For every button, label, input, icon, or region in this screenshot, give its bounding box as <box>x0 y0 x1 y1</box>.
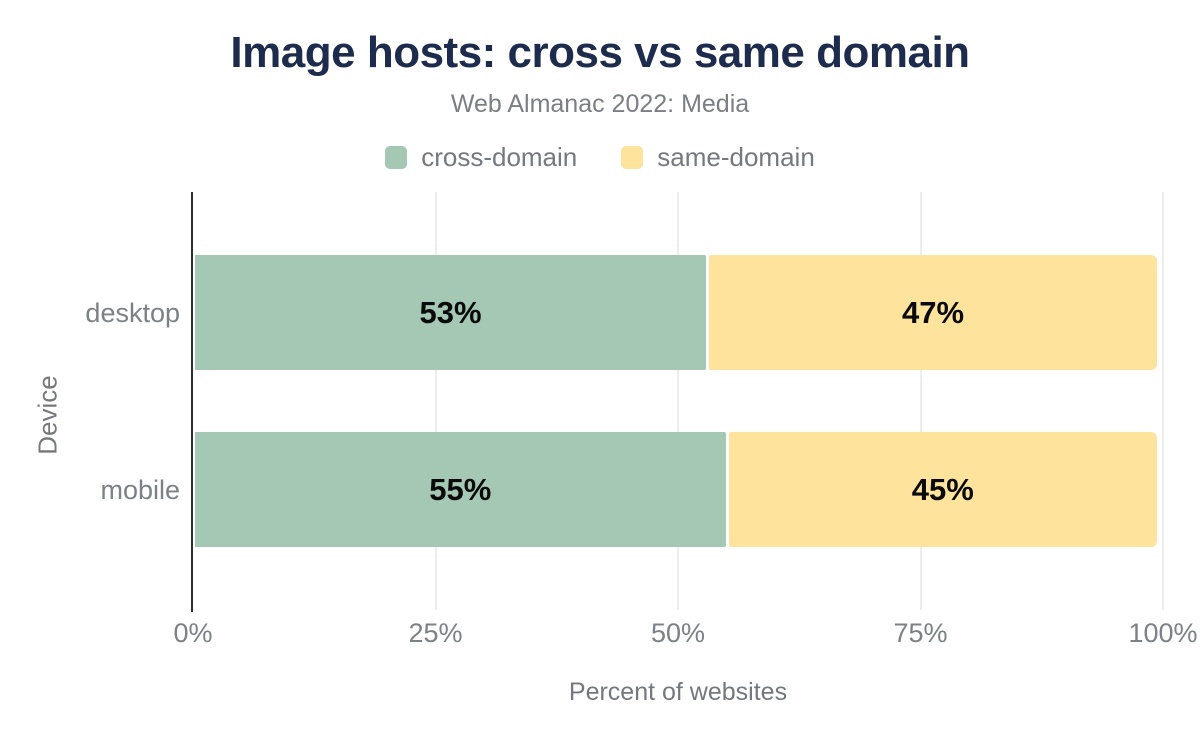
plot-area: 53% 47% 55% 45% <box>191 192 1164 612</box>
gridline-25 <box>434 192 437 610</box>
gridline-50 <box>677 192 679 610</box>
legend-label-cross-domain: cross-domain <box>421 142 578 172</box>
bar-segment-mobile-same-domain: 45% <box>728 432 1157 547</box>
x-tick-label-100%: 100% <box>1128 618 1198 648</box>
bar-segment-desktop-cross-domain: 53% <box>195 255 707 370</box>
chart-title: Image hosts: cross vs same domain <box>230 28 970 77</box>
chart-subtitle: Web Almanac 2022: Media <box>450 90 750 118</box>
x-tick-label-50%: 50% <box>650 618 706 648</box>
x-tick-label-75%: 75% <box>893 618 948 648</box>
x-tick-label-0%: 0% <box>173 618 213 648</box>
legend-item-same-domain: same-domain <box>621 142 815 173</box>
bar-value-label: 45% <box>911 471 974 507</box>
x-tick-label-25%: 25% <box>408 618 463 648</box>
legend-item-cross-domain: cross-domain <box>385 142 577 173</box>
bar-value-label: 47% <box>902 294 965 330</box>
bar-value-label: 55% <box>429 471 492 507</box>
y-axis-line <box>191 192 193 612</box>
x-axis-title: Percent of websites <box>568 678 788 706</box>
legend: cross-domain same-domain <box>0 142 1200 173</box>
y-tick-label-mobile: mobile <box>100 474 180 505</box>
legend-swatch-cross-domain-icon <box>385 146 408 169</box>
legend-label-same-domain: same-domain <box>657 142 815 172</box>
gridline-100 <box>1162 192 1164 610</box>
bar-segment-desktop-same-domain: 47% <box>709 255 1157 370</box>
gridline-75 <box>919 192 922 610</box>
bar-value-label: 53% <box>419 294 482 330</box>
legend-swatch-same-domain-icon <box>621 146 644 169</box>
y-axis-title: Device <box>32 375 63 455</box>
y-tick-label-desktop: desktop <box>85 297 180 328</box>
bar-row-mobile: 55% 45% <box>193 432 1163 547</box>
bar-segment-mobile-cross-domain: 55% <box>195 432 726 547</box>
bar-row-desktop: 53% 47% <box>193 255 1163 370</box>
